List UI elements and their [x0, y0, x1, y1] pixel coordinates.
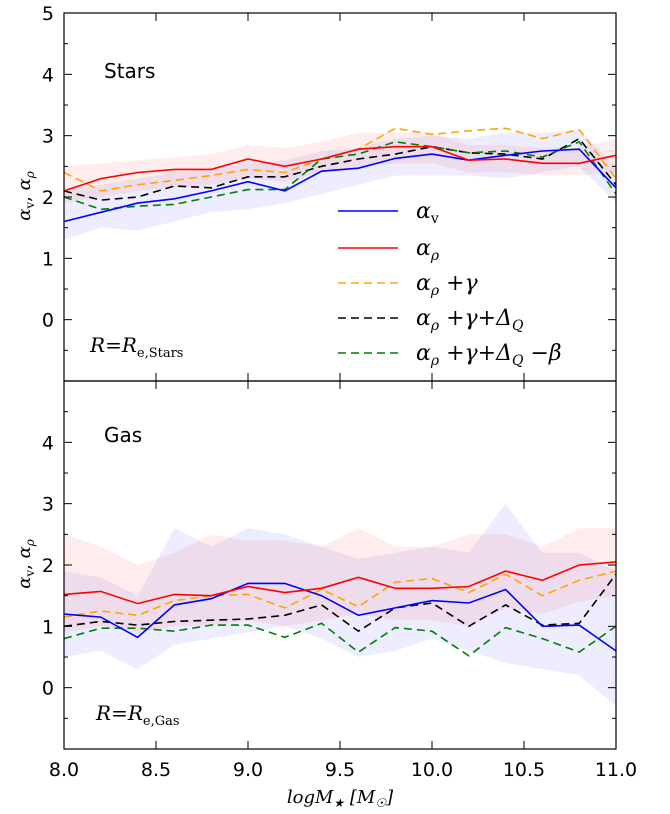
x-tick-label: 10.5 [503, 759, 545, 781]
stars-panel: 0 1 2 3 4 5 Stars R=Re,Stars αv αρ αρ +γ αρ +γ+Δ… [42, 3, 617, 382]
legend-label-alpha-rho-gamma: αρ +γ [416, 271, 479, 299]
gas-line-alpha-rho-gamma [63, 570, 617, 618]
stars-band-alpha-v [64, 129, 616, 240]
stars-lines [63, 127, 617, 223]
stars-radius-annotation: R=Re,Stars [89, 333, 183, 361]
stars-band-alpha-rho [64, 132, 616, 204]
legend-label-alpha-rho-gamma-dq: αρ +γ+ΔQ [416, 306, 524, 334]
gas-plot-frame [63, 380, 617, 750]
gas-band-alpha-rho [64, 528, 616, 633]
stars-y-tick-label: 1 [42, 248, 54, 270]
stars-legend: αv αρ αρ +γ αρ +γ+ΔQ αρ +γ+ΔQ −β [338, 199, 562, 369]
gas-line-alpha-v [63, 582, 617, 652]
stars-line-alpha-rho-gamma-dq-beta [63, 140, 617, 211]
gas-y-tick-label: 0 [42, 678, 54, 700]
stars-y-axis-label: αv, αρ [14, 171, 37, 221]
stars-bands [64, 129, 616, 240]
x-tick-label: 8.0 [49, 759, 79, 781]
gas-y-tick-label: 4 [42, 432, 54, 454]
gas-panel: 8.0 8.5 9.0 9.5 10.0 10.5 11.0 0 1 2 3 4 Gas R=Re,G… [42, 380, 637, 781]
gas-y-tick-label: 3 [42, 494, 54, 516]
gas-line-alpha-rho-gamma-dq-beta [63, 622, 617, 657]
stars-y-tick-label: 5 [42, 3, 54, 25]
stars-y-tick-label: 2 [42, 187, 54, 209]
x-tick-label: 11.0 [595, 759, 637, 781]
stars-line-alpha-rho-gamma [63, 127, 617, 192]
gas-y-tick-label: 1 [42, 616, 54, 638]
stars-y-tick-label: 0 [42, 310, 54, 332]
stars-y-tick-label: 4 [42, 64, 54, 86]
legend-label-alpha-v: αv [416, 199, 439, 227]
stars-panel-title: Stars [104, 59, 155, 83]
legend-label-alpha-rho-gamma-dq-beta: αρ +γ+ΔQ −β [416, 341, 562, 369]
x-tick-label: 9.5 [325, 759, 355, 781]
gas-y-axis-label: αv, αρ [14, 539, 37, 589]
gas-line-alpha-rho [63, 561, 617, 605]
gas-y-tick-label: 2 [42, 555, 54, 577]
stars-ticks: 0 1 2 3 4 5 [42, 3, 617, 382]
stars-line-alpha-rho-gamma-dq [63, 137, 617, 201]
stars-y-tick-label: 3 [42, 126, 54, 148]
legend-label-alpha-rho: αρ [416, 236, 440, 264]
gas-line-alpha-rho-gamma-dq [63, 573, 617, 633]
x-axis-label: logM★ [M☉] [287, 787, 394, 810]
x-tick-label: 8.5 [141, 759, 171, 781]
gas-lines [63, 561, 617, 657]
stars-line-alpha-rho [63, 145, 617, 192]
x-tick-label: 10.0 [411, 759, 453, 781]
gas-radius-annotation: R=Re,Gas [95, 701, 180, 729]
x-tick-label: 9.0 [233, 759, 263, 781]
stars-line-alpha-v [63, 148, 617, 223]
gas-ticks: 8.0 8.5 9.0 9.5 10.0 10.5 11.0 0 1 2 3 4 [42, 380, 637, 781]
gas-panel-title: Gas [104, 423, 142, 447]
